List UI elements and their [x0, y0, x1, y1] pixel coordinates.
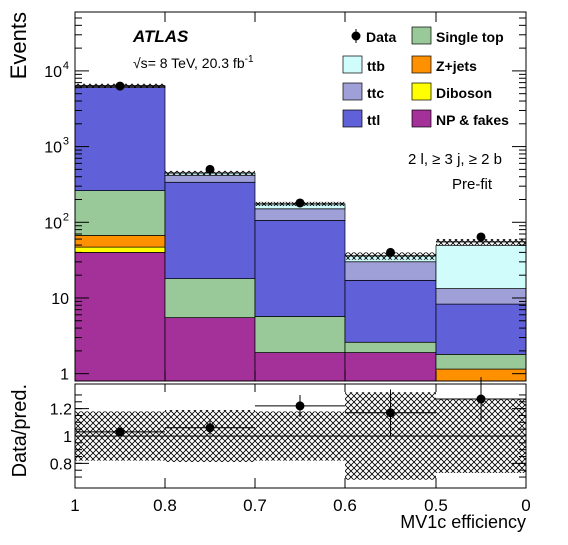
- bar-singletop-bin4: [344, 341, 437, 353]
- legend-swatch-ttb: [342, 55, 363, 74]
- legend-label-data: Data: [366, 29, 397, 45]
- x-tick-label: 1: [70, 496, 79, 515]
- bar-ttl-bin4: [344, 279, 437, 343]
- bar-ttl-bin3: [254, 220, 346, 317]
- ratio-y-axis-title: Data/pred.: [9, 384, 31, 477]
- bar-ttc-bin2: [164, 174, 256, 183]
- x-tick-label: 0.6: [333, 496, 357, 515]
- data-layer: [115, 81, 486, 257]
- ratio-tick-label: 1: [63, 429, 72, 446]
- x-tick-label: 0.5: [424, 496, 448, 515]
- ratio-point-bin1: [115, 427, 125, 437]
- bar-np-bin4: [344, 352, 437, 382]
- y-tick-exponent: 3: [63, 136, 69, 148]
- legend-label-diboson: Diboson: [436, 85, 492, 101]
- y-tick-label: 10: [44, 64, 62, 81]
- legend-label-ttl: ttl: [367, 112, 380, 128]
- bar-singletop-bin2: [164, 278, 256, 318]
- region-label: 2 l, ≥ 3 j, ≥ 2 b: [408, 151, 502, 168]
- ratio-point-bin2: [205, 423, 215, 433]
- main-frame: [74, 11, 527, 382]
- sqrt-s: √s: [133, 55, 148, 71]
- stack-layer: [74, 85, 527, 382]
- bar-ttb-bin5: [435, 245, 527, 289]
- x-tick-label: 0.7: [243, 496, 267, 515]
- legend-label-ttc: ttc: [367, 85, 384, 101]
- bar-ttl-bin1: [74, 87, 166, 191]
- y-tick-exponent: 4: [63, 60, 69, 72]
- x-tick-label: 0: [521, 496, 530, 515]
- bar-singletop-bin1: [74, 190, 166, 236]
- bar-singletop-bin3: [254, 316, 346, 353]
- fit-label: Pre-fit: [452, 176, 493, 193]
- data-point-bin5: [476, 232, 486, 242]
- y-axis-title: Events: [6, 12, 31, 79]
- legend: Data Single top ttb Z+jets ttc Diboson ttl NP &…: [342, 26, 509, 128]
- legend-label-ttb: ttb: [367, 58, 385, 74]
- ratio-point-bin4: [386, 408, 395, 418]
- x-axis-title: MV1c efficiency: [400, 512, 526, 532]
- bar-diboson-bin1: [74, 246, 166, 253]
- data-point-bin1: [115, 81, 125, 91]
- energy-label: √s= 8 TeV, 20.3 fb-1: [133, 54, 254, 71]
- atlas-label: ATLAS: [132, 27, 189, 46]
- x-tick-label: 0.8: [153, 496, 177, 515]
- bar-ttc-bin3: [254, 208, 346, 221]
- bar-ttl-bin5: [435, 303, 527, 355]
- ratio-point-bin3: [295, 401, 305, 411]
- legend-label-singletop: Single top: [436, 29, 504, 45]
- bar-singletop-bin5: [435, 353, 527, 370]
- bar-ttc-bin5: [435, 288, 527, 305]
- ratio-axis-ticks: 0.8 1 1.2 1 0.8 0.7 0.6 0.5 0: [50, 384, 531, 515]
- svg-text:√s= 8 TeV, 20.3 fb-1: √s= 8 TeV, 20.3 fb-1: [133, 54, 254, 71]
- legend-swatch-ttc: [342, 82, 363, 101]
- legend-label-np: NP & fakes: [436, 112, 509, 128]
- data-point-bin2: [205, 164, 215, 174]
- legend-swatch-diboson: [411, 82, 432, 101]
- data-point-bin3: [295, 198, 305, 208]
- y-tick-label: 10: [44, 215, 62, 232]
- ratio-point-bin5: [476, 394, 486, 404]
- bar-ttc-bin4: [344, 261, 437, 281]
- y-tick-label: 1: [60, 367, 69, 384]
- bar-np-bin1: [74, 252, 166, 382]
- legend-label-zjets: Z+jets: [436, 58, 477, 74]
- bar-zjets-bin1: [74, 235, 166, 248]
- legend-swatch-zjets: [411, 55, 432, 74]
- legend-swatch-np: [411, 109, 432, 128]
- legend-swatch-ttl: [342, 109, 363, 128]
- energy-text: = 8 TeV, 20.3 fb: [148, 55, 245, 71]
- legend-swatch-singletop: [411, 26, 432, 45]
- ratio-tick-label: 1.2: [50, 402, 72, 419]
- y-tick-label: 10: [51, 291, 69, 308]
- bar-ttl-bin2: [164, 181, 256, 280]
- ratio-layer: [75, 377, 526, 480]
- bar-np-bin3: [254, 352, 346, 382]
- lumi-exponent: -1: [245, 54, 254, 65]
- y-tick-exponent: 2: [63, 211, 69, 223]
- y-tick-label: 10: [44, 140, 62, 157]
- bar-np-bin2: [164, 317, 256, 382]
- ratio-tick-label: 0.8: [50, 456, 72, 473]
- data-point-bin4: [386, 247, 395, 257]
